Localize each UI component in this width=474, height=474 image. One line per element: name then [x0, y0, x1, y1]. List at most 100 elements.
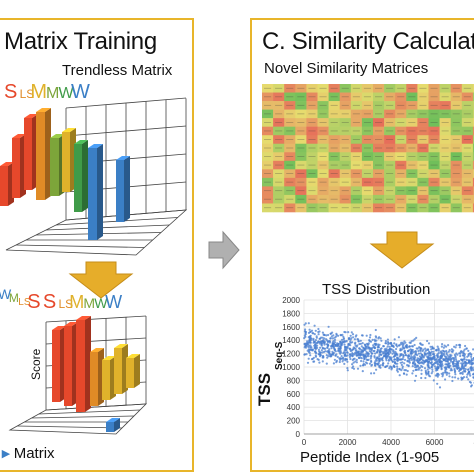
heatmap-cell: [373, 143, 385, 153]
scatter-point: [396, 357, 399, 360]
heatmap-cell: [461, 92, 474, 102]
scatter-point: [357, 356, 360, 359]
x-tick-label: 2000: [339, 438, 357, 447]
scatter-point: [419, 366, 422, 369]
heatmap-cell: [295, 118, 307, 127]
scatter-point: [316, 341, 319, 344]
heatmap-cell: [317, 135, 329, 145]
scatter-point: [418, 355, 422, 358]
heatmap-cell: [428, 152, 440, 162]
heatmap-cell: [284, 203, 296, 213]
heatmap-cell: [306, 152, 318, 162]
scatter-point: [457, 377, 460, 380]
heatmap-cell: [461, 101, 474, 110]
scatter-point: [423, 353, 426, 356]
scatter-point: [369, 333, 372, 337]
scatter-point: [427, 342, 431, 345]
scatter-point: [332, 334, 335, 337]
scatter-point: [394, 350, 397, 353]
scatter-point: [428, 350, 431, 353]
x-axis-label: Peptide Index (1-905: [300, 449, 439, 466]
scatter-point: [339, 340, 342, 343]
axis-letter: M: [9, 291, 19, 305]
scatter-point: [333, 338, 337, 341]
heatmap-cell: [428, 177, 440, 187]
heatmap-cell: [339, 203, 352, 213]
scatter-point: [426, 360, 429, 363]
scatter-point: [329, 345, 333, 348]
scatter-point: [307, 357, 310, 360]
scatter-point: [399, 343, 402, 346]
scatter-point: [447, 358, 450, 361]
heatmap-cell: [428, 109, 440, 119]
heatmap-cell: [373, 152, 385, 162]
scatter-point: [458, 369, 461, 373]
axis-letter: W: [94, 295, 108, 311]
heatmap-cell: [384, 118, 396, 127]
heatmap-cell: [350, 186, 363, 196]
bar-top: [90, 348, 104, 352]
scatter-point: [370, 352, 373, 355]
heatmap-cell: [428, 194, 440, 204]
heatmap-cell: [350, 177, 363, 187]
heatmap-cell: [339, 143, 352, 153]
scatter-point: [451, 376, 454, 379]
scatter-point: [390, 368, 393, 371]
scatter-point: [307, 331, 311, 334]
heatmap-cell: [450, 135, 463, 145]
scatter-point: [450, 360, 453, 363]
scatter-point: [309, 344, 312, 347]
scatter-point: [393, 361, 397, 364]
scatter-point: [391, 352, 394, 355]
heatmap-cell: [384, 135, 396, 145]
scatter-point: [440, 372, 443, 375]
scatter-point: [326, 356, 329, 359]
heatmap-cell: [317, 109, 329, 119]
heatmap-cell: [306, 177, 318, 187]
scatter-point: [390, 356, 393, 359]
scatter-point: [370, 359, 373, 362]
scatter-point: [342, 352, 345, 355]
scatter-point: [314, 355, 318, 358]
heatmap-cell: [428, 118, 440, 127]
scatter-point: [321, 331, 324, 334]
scatter-point: [437, 348, 440, 351]
scatter-point: [318, 337, 321, 340]
heatmap-cell: [339, 169, 352, 179]
heatmap-cell: [328, 84, 340, 93]
scatter-point: [352, 336, 355, 339]
scatter-point: [458, 360, 461, 363]
panel-title: C. Similarity Calculat: [262, 28, 474, 55]
scatter-point: [310, 337, 313, 340]
scatter-point: [397, 336, 400, 339]
heatmap-cell: [361, 160, 374, 170]
bar-top: [0, 162, 14, 166]
heatmap-cell: [472, 92, 474, 102]
heatmap-cell: [328, 126, 340, 136]
scatter-point: [362, 360, 365, 363]
bar-front: [12, 138, 20, 198]
scatter-point: [463, 360, 466, 363]
scatter-point: [377, 343, 380, 346]
y-tick-label: 400: [287, 403, 301, 412]
scatter-point: [349, 340, 352, 343]
scatter-point: [432, 350, 435, 353]
heatmap-cell: [295, 169, 307, 179]
heatmap-cell: [472, 126, 474, 136]
scatter-point: [431, 345, 434, 348]
heatmap-cell: [395, 101, 407, 110]
scatter-point: [449, 353, 452, 357]
scatter-point: [306, 361, 310, 364]
scatter-point: [467, 378, 470, 381]
scatter-point: [414, 374, 418, 377]
heatmap-cell: [317, 194, 329, 204]
scatter-point: [469, 374, 472, 377]
scatter-point: [449, 364, 452, 367]
scatter-point: [411, 365, 414, 368]
scatter-point: [363, 354, 366, 357]
scatter-point: [406, 369, 409, 373]
scatter-point: [349, 334, 352, 337]
bar-top: [76, 316, 91, 320]
heatmap-cell: [395, 177, 407, 187]
axis-letter: M: [46, 85, 59, 102]
